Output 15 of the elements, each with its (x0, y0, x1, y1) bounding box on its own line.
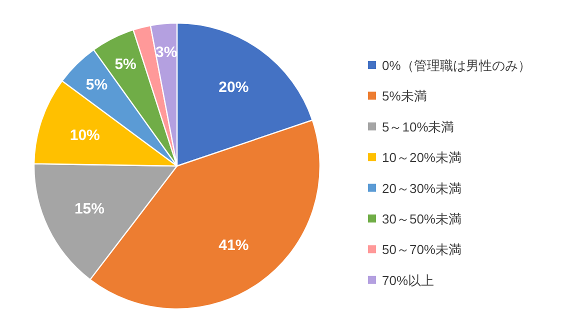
data-label: 5% (86, 76, 108, 94)
data-label: 15% (74, 200, 104, 218)
legend-label: 5%未満 (382, 88, 427, 104)
data-label: 41% (218, 237, 249, 254)
legend-label: 20～30%未満 (382, 180, 462, 196)
legend-label: 30～50%未満 (382, 212, 462, 226)
legend-label: 0%（管理職は男性のみ） (382, 58, 531, 73)
data-label: 5% (114, 56, 136, 73)
legend-label: 70%以上 (382, 272, 434, 288)
legend-label: 5～10%未満 (382, 119, 454, 134)
data-label: 3% (155, 44, 178, 62)
data-label: 20% (218, 78, 249, 96)
legend-label: 10～20%未満 (382, 150, 462, 166)
legend-label: 50～70%未満 (382, 242, 462, 258)
data-label: 10% (70, 126, 100, 144)
